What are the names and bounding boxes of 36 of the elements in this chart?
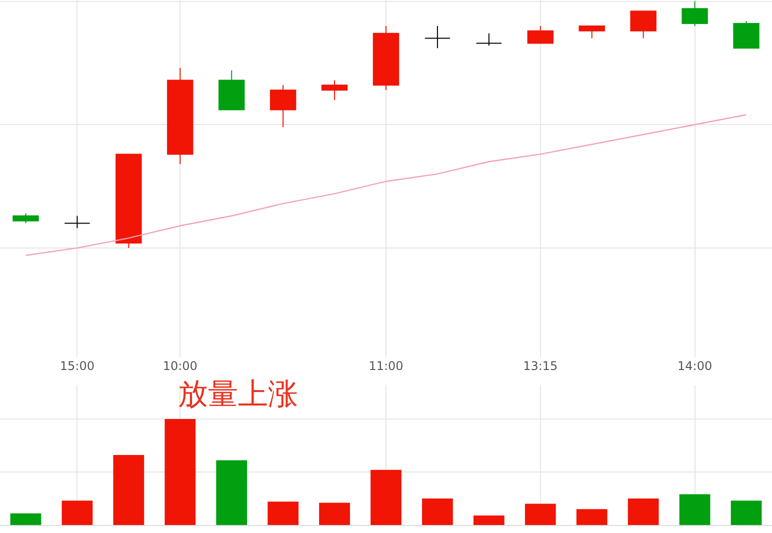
x-tick-label: 15:00 <box>60 359 94 373</box>
candlestick <box>270 84 296 128</box>
bar <box>576 509 608 525</box>
candlestick <box>682 0 708 26</box>
candlestick <box>527 25 554 44</box>
bar <box>628 498 659 525</box>
candlestick <box>630 10 656 39</box>
candlestick <box>64 215 90 229</box>
bar <box>679 494 710 525</box>
candlestick <box>424 25 451 49</box>
candlestick <box>476 32 502 46</box>
x-tick-label: 14:00 <box>678 359 712 373</box>
bar <box>62 500 93 525</box>
bar <box>113 455 144 525</box>
bar <box>422 498 453 525</box>
candlestick <box>116 154 142 248</box>
candlestick <box>372 25 400 91</box>
bar <box>524 504 556 525</box>
candlestick <box>321 80 348 100</box>
bar <box>10 513 42 525</box>
bar <box>216 460 248 525</box>
candlestick <box>12 212 39 224</box>
candlestick <box>578 25 605 39</box>
candlestick <box>733 20 760 49</box>
bar <box>268 502 299 525</box>
bar <box>164 418 196 525</box>
x-tick-label: 10:00 <box>162 359 198 373</box>
x-tick-label: 11:00 <box>368 359 404 373</box>
bar <box>319 502 350 525</box>
candlestick <box>167 67 194 165</box>
x-tick-label: 13:15 <box>523 359 558 373</box>
bar <box>730 500 762 525</box>
text: 放量上涨 <box>178 377 298 412</box>
bar <box>370 470 402 525</box>
bar <box>473 515 504 525</box>
candlestick <box>218 70 245 110</box>
